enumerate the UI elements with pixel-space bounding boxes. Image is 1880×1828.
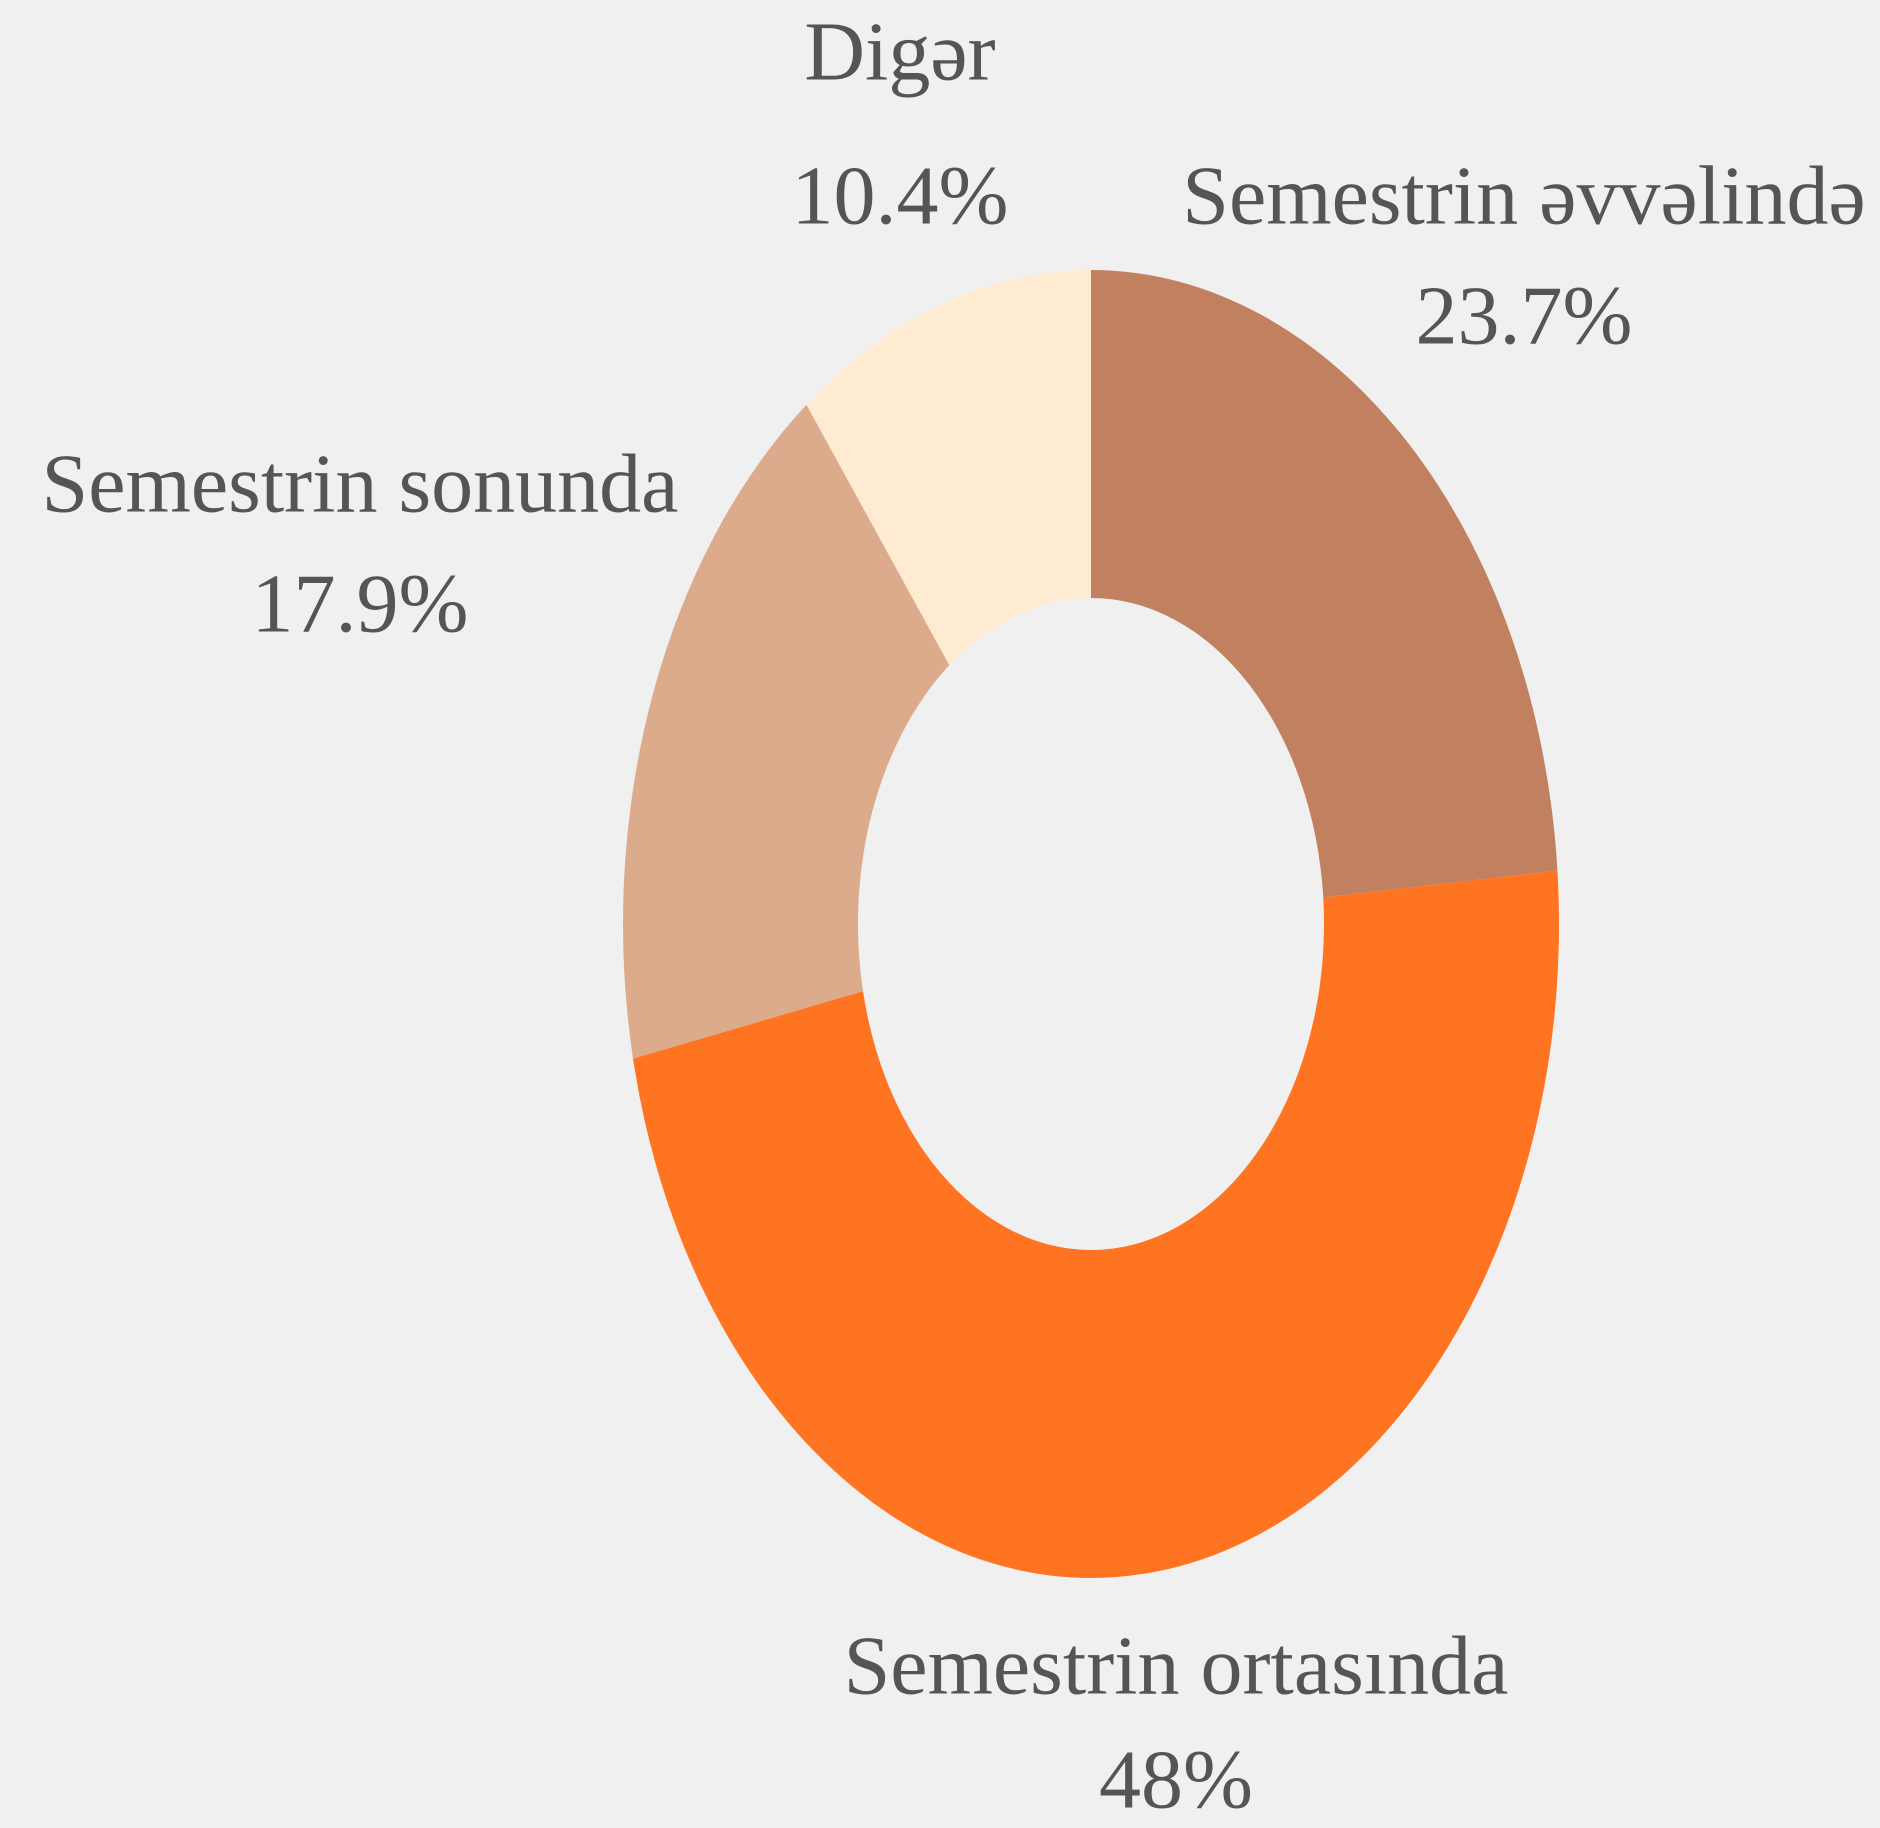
value-label: 10.4% [792,149,1009,242]
slice [1091,270,1558,898]
slice [623,404,950,1059]
value-label: 48% [1099,1733,1253,1826]
slice-label: Digər [804,5,995,98]
value-label: 17.9% [252,557,469,650]
slice-label: Semestrin ortasında [844,1619,1509,1712]
slice-label: Semestrin sonunda [42,437,679,530]
slice [633,870,1560,1579]
slice-label: Semestrin əvvəlində [1182,149,1865,242]
slice [806,270,1091,666]
value-label: 23.7% [1416,269,1633,362]
